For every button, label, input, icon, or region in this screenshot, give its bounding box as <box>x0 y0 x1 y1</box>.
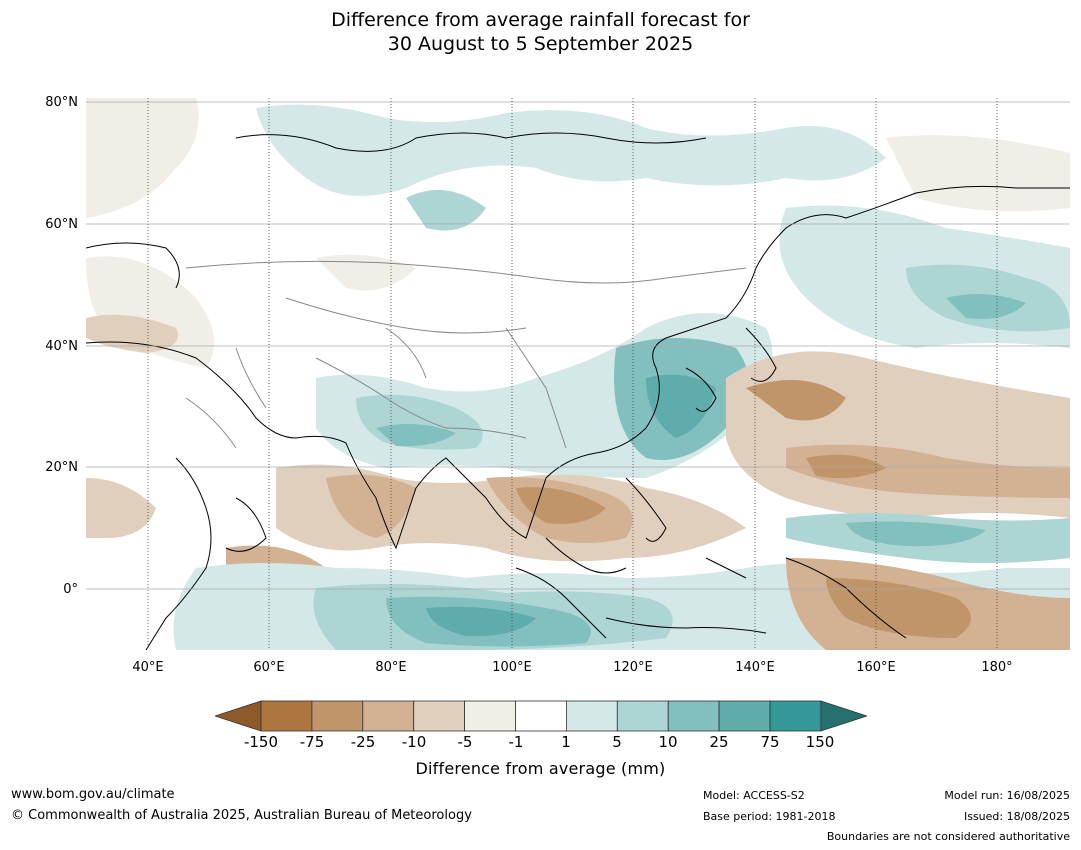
model-run-text: Model run: 16/08/2025 <box>944 789 1070 802</box>
colorbar-arrow-high <box>820 700 869 732</box>
colorbar-tick: -75 <box>299 733 325 751</box>
colorbar-tick: -1 <box>508 733 524 751</box>
colorbar-cell <box>769 700 822 732</box>
lon-label-180: 180° <box>981 660 1013 675</box>
colorbar-tick: -10 <box>401 733 427 751</box>
colorbar-cell <box>515 700 567 732</box>
colorbar-cells <box>213 700 869 732</box>
colorbar-label: Difference from average (mm) <box>415 759 666 778</box>
lat-label-40n: 40°N <box>45 339 78 354</box>
colorbar-cell <box>565 700 618 732</box>
colorbar-graphic <box>213 700 869 732</box>
colorbar-cell <box>616 700 669 732</box>
lat-label-60n: 60°N <box>45 217 78 232</box>
title-line-1: Difference from average rainfall forecas… <box>331 9 750 31</box>
lon-label-100e: 100°E <box>492 660 532 675</box>
lon-label-80e: 80°E <box>375 660 407 675</box>
graticule <box>86 98 1070 650</box>
lon-label-120e: 120°E <box>613 660 653 675</box>
colorbar-tick: 10 <box>658 733 678 751</box>
lon-label-140e: 140°E <box>735 660 775 675</box>
lon-label-60e: 60°E <box>253 660 285 675</box>
boundaries-disclaimer: Boundaries are not considered authoritat… <box>826 830 1070 843</box>
anomaly-fields <box>86 98 1070 650</box>
colorbar-cell <box>413 700 465 732</box>
colorbar-cell <box>260 700 313 732</box>
colorbar <box>213 700 869 736</box>
colorbar-tick: 5 <box>612 733 622 751</box>
colorbar-tick: -5 <box>457 733 473 751</box>
coastlines <box>86 132 1070 650</box>
colorbar-cell <box>362 700 415 732</box>
colorbar-tick: 150 <box>805 733 835 751</box>
copyright-text: © Commonwealth of Australia 2025, Austra… <box>11 808 472 823</box>
lat-label-80n: 80°N <box>45 95 78 110</box>
colorbar-cell <box>464 700 516 732</box>
colorbar-cell <box>311 700 364 732</box>
lat-label-20n: 20°N <box>45 460 78 475</box>
colorbar-tick: 1 <box>561 733 571 751</box>
colorbar-tick: 75 <box>760 733 780 751</box>
title-line-2: 30 August to 5 September 2025 <box>387 33 694 55</box>
colorbar-cell <box>718 700 771 732</box>
longitude-lines <box>147 98 998 650</box>
website-link[interactable]: www.bom.gov.au/climate <box>11 787 175 802</box>
latitude-lines <box>86 101 1070 590</box>
lon-label-40e: 40°E <box>132 660 164 675</box>
colorbar-tick: -150 <box>243 733 279 751</box>
issued-text: Issued: 18/08/2025 <box>963 810 1070 823</box>
base-period-text: Base period: 1981-2018 <box>703 810 836 823</box>
map-canvas <box>86 98 1070 650</box>
lon-label-160e: 160°E <box>856 660 896 675</box>
colorbar-arrow-low <box>213 700 262 732</box>
lat-label-equator: 0° <box>63 582 78 597</box>
colorbar-tick: 25 <box>709 733 729 751</box>
colorbar-cell <box>667 700 720 732</box>
chart-title: Difference from average rainfall forecas… <box>0 8 1081 56</box>
country-boundaries <box>185 260 747 449</box>
model-text: Model: ACCESS-S2 <box>703 789 805 802</box>
colorbar-tick: -25 <box>350 733 376 751</box>
rainfall-anomaly-map <box>86 98 1070 650</box>
